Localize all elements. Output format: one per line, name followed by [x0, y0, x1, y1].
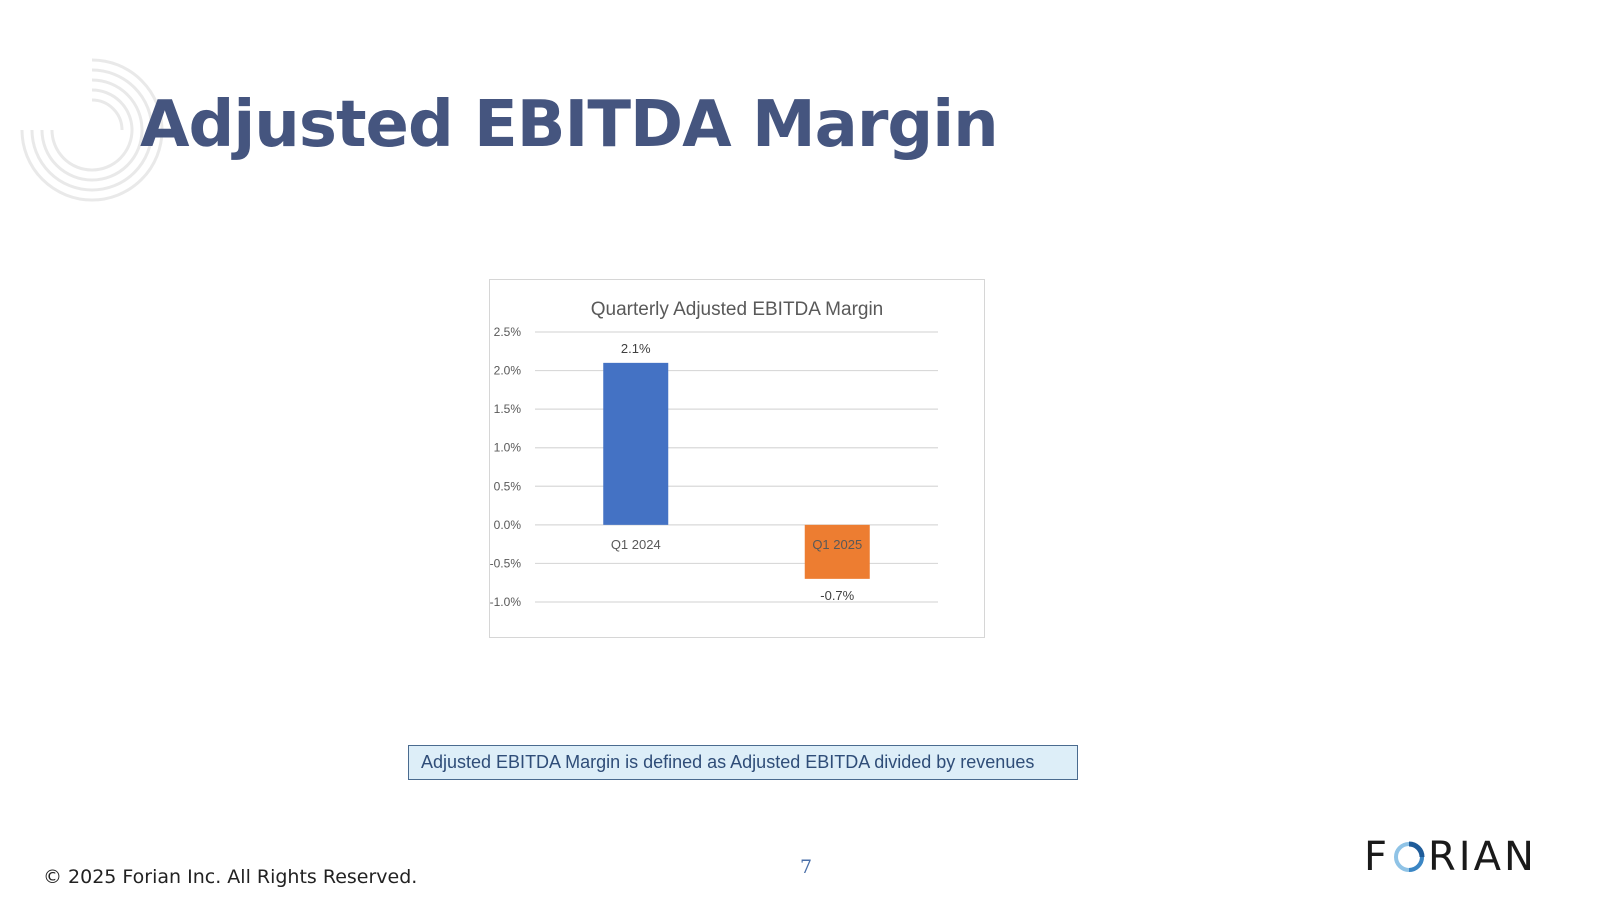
chart-title: Quarterly Adjusted EBITDA Margin [591, 299, 884, 320]
y-tick-label: 0.0% [494, 518, 522, 532]
page-title: Adjusted EBITDA Margin [140, 88, 999, 162]
x-category-label: Q1 2024 [611, 537, 661, 552]
data-label: -0.7% [820, 588, 854, 603]
y-tick-label: -1.0% [490, 595, 521, 609]
logo-ring-icon [1394, 841, 1425, 872]
x-category-label: Q1 2025 [812, 537, 862, 552]
data-label: 2.1% [621, 341, 651, 356]
y-tick-label: -0.5% [490, 556, 521, 570]
copyright-text: © 2025 Forian Inc. All Rights Reserved. [43, 866, 418, 888]
y-tick-label: 2.0% [494, 364, 522, 378]
bar-q1-2025 [804, 524, 870, 579]
logo-wordmark: F RIAN [1364, 836, 1540, 878]
forian-logo: F RIAN [1364, 836, 1540, 878]
page-number: 7 [800, 856, 813, 878]
bar-q1-2024 [603, 362, 669, 525]
y-tick-label: 2.5% [494, 325, 522, 339]
y-tick-label: 1.5% [494, 402, 522, 416]
chart-container: Quarterly Adjusted EBITDA Margin 2.5% 2.0… [489, 279, 985, 638]
logo-letters-rian: RIAN [1428, 834, 1537, 880]
definition-note: Adjusted EBITDA Margin is defined as Adj… [408, 745, 1078, 780]
y-tick-label: 0.5% [494, 479, 522, 493]
y-tick-label: 1.0% [494, 441, 522, 455]
decorative-rings-icon [20, 58, 164, 202]
bar-chart: Quarterly Adjusted EBITDA Margin 2.5% 2.0… [490, 299, 938, 609]
logo-letter-f: F [1364, 834, 1391, 880]
